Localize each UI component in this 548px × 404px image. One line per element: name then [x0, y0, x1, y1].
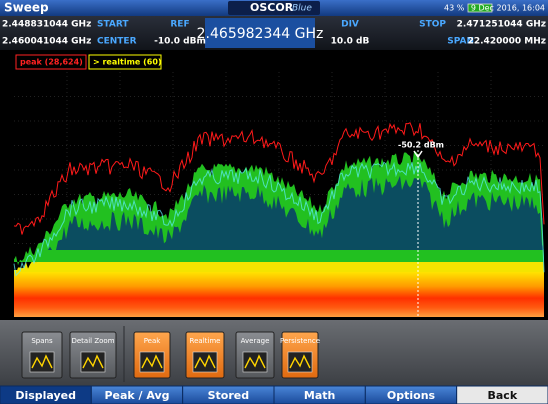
- logo-sub: Blue: [292, 4, 312, 14]
- button-icon: [193, 352, 217, 372]
- battery-level: 43 %: [444, 4, 465, 13]
- legend-realtime: > realtime (60): [93, 58, 162, 67]
- button-label: Detail Zoom: [71, 337, 114, 345]
- button-label: Spans: [31, 337, 53, 345]
- div-value: 10.0 dB: [331, 37, 370, 47]
- legend-peak: peak (28,624): [20, 58, 83, 67]
- marker-label: -50.2 dBm: [398, 141, 444, 150]
- button-label: Average: [241, 337, 270, 345]
- tab-label: Back: [488, 389, 518, 402]
- button-icon: [140, 352, 164, 372]
- page: Sweep OSCOR Blue 43 % 9 Dec 2016, 16:04 …: [0, 0, 548, 404]
- ref-label: REF: [170, 20, 189, 30]
- button-label: Realtime: [190, 337, 221, 345]
- span-value: 22.420000 MHz: [468, 37, 546, 47]
- center-frequency: 2.460041044 GHz: [2, 37, 91, 47]
- start-frequency: 2.448831044 GHz: [2, 20, 91, 30]
- datetime: 9 Dec 2016, 16:04: [471, 4, 545, 13]
- start-label: START: [97, 20, 129, 30]
- button-icon: [288, 352, 312, 372]
- tab-label: Options: [387, 389, 436, 402]
- stop-label: STOP: [419, 20, 446, 30]
- button-icon: [243, 352, 267, 372]
- button-label: Persistence: [280, 337, 320, 345]
- div-label: DIV: [341, 20, 359, 30]
- tab-label: Peak / Avg: [104, 389, 169, 402]
- screen: Sweep OSCOR Blue 43 % 9 Dec 2016, 16:04 …: [0, 0, 548, 404]
- center-label: CENTER: [97, 37, 137, 47]
- tab-label: Stored: [208, 389, 250, 402]
- tab-label: Math: [304, 389, 335, 402]
- button-label: Peak: [144, 337, 162, 345]
- noise-floor: [14, 270, 544, 317]
- center-frequency-display: 2.465982344 GHz: [197, 26, 324, 42]
- logo: OSCOR: [250, 1, 294, 14]
- button-icon: [30, 352, 54, 372]
- stop-frequency: 2.471251044 GHz: [457, 20, 546, 30]
- screen-title: Sweep: [4, 1, 49, 15]
- button-icon: [81, 352, 105, 372]
- tab-label: Displayed: [15, 389, 76, 402]
